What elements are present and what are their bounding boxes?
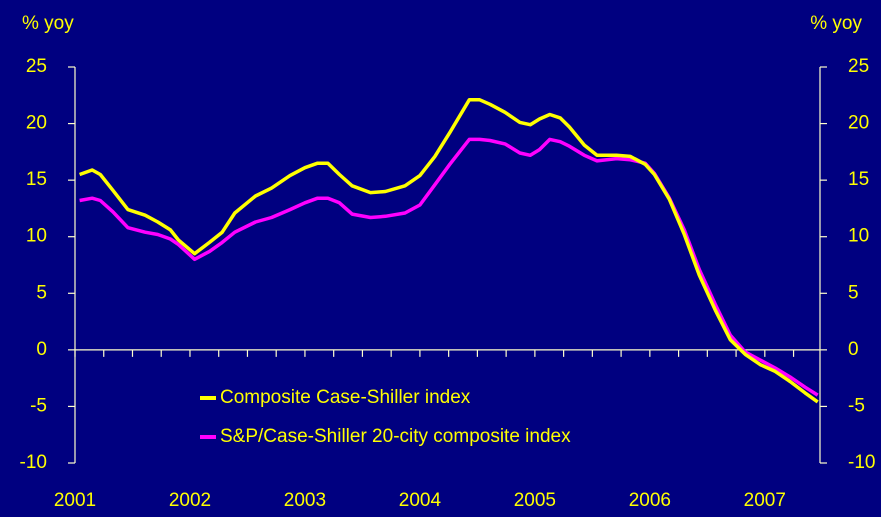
y-tick-label: 15	[26, 169, 47, 190]
y2-axis-label: % yoy	[810, 13, 862, 34]
y2-tick-label: -10	[848, 452, 875, 473]
x-tick-label: 2002	[169, 490, 211, 511]
y-tick-label: -5	[30, 395, 47, 416]
y2-tick-label: 15	[848, 169, 869, 190]
y-tick-label: 5	[36, 282, 47, 303]
y-tick-label: 10	[26, 226, 47, 247]
y-tick-label: 20	[26, 113, 47, 134]
x-tick-label: 2004	[399, 490, 442, 511]
y-axis-label: % yoy	[22, 13, 74, 34]
legend-label: S&P/Case-Shiller 20-city composite index	[220, 426, 571, 447]
y-tick-label: 25	[26, 56, 47, 77]
y2-tick-label: 25	[848, 56, 869, 77]
y-tick-label: -10	[20, 452, 47, 473]
legend-label: Composite Case-Shiller index	[220, 387, 471, 408]
y-tick-label: 0	[36, 339, 47, 360]
y2-tick-label: 10	[848, 226, 869, 247]
y2-tick-label: 0	[848, 339, 859, 360]
x-tick-label: 2003	[284, 490, 326, 511]
y2-tick-label: 5	[848, 282, 859, 303]
x-tick-label: 2005	[514, 490, 556, 511]
x-tick-label: 2007	[744, 490, 786, 511]
y2-tick-label: 20	[848, 113, 869, 134]
x-tick-label: 2001	[54, 490, 96, 511]
y2-tick-label: -5	[848, 395, 865, 416]
series-line	[79, 98, 819, 404]
x-tick-label: 2006	[629, 490, 671, 511]
